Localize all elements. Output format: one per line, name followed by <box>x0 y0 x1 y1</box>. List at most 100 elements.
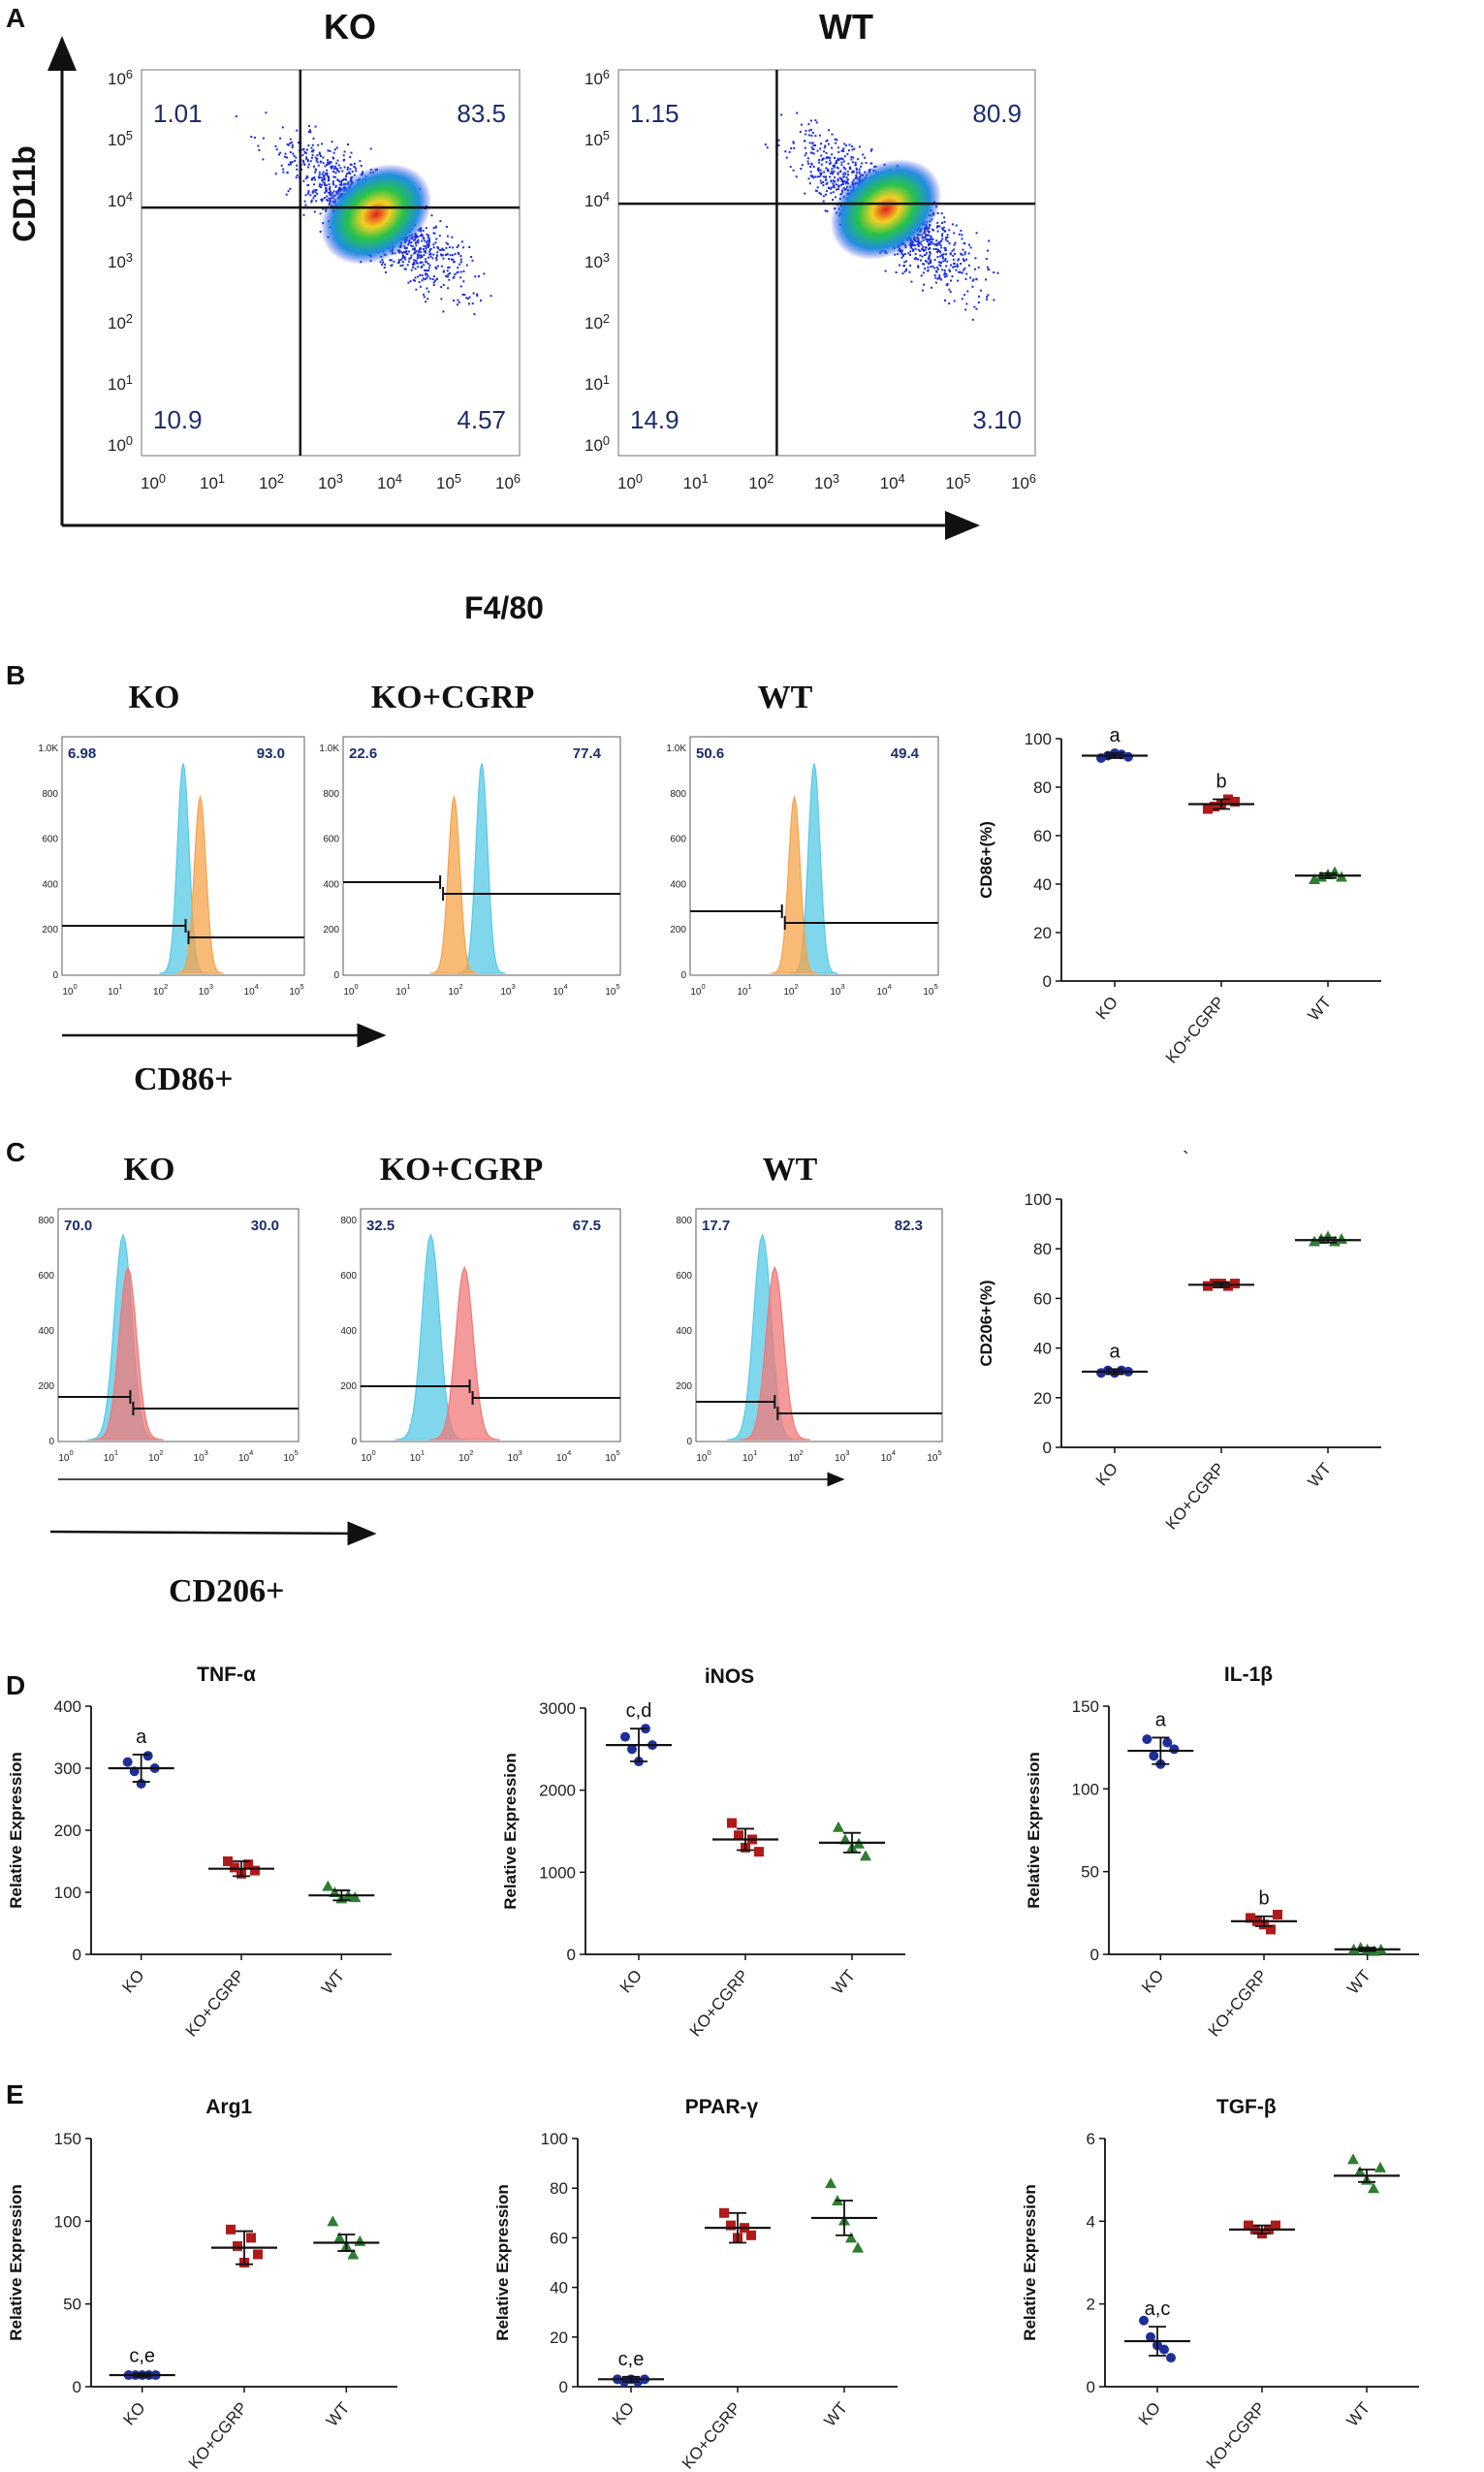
event-dot <box>902 253 904 256</box>
tick-label: 103 <box>814 471 839 492</box>
y-tick-label: 2000 <box>539 1782 576 1800</box>
data-point <box>223 1856 233 1866</box>
event-dot <box>809 166 811 169</box>
tick-label: 101 <box>104 1448 118 1464</box>
event-dot <box>805 129 807 132</box>
event-dot <box>314 168 317 171</box>
data-point <box>1146 2331 1155 2342</box>
event-dot <box>324 178 327 181</box>
data-point <box>1322 1230 1334 1242</box>
histogram-y-tick: 200 <box>676 1381 692 1392</box>
data-point <box>1329 866 1341 877</box>
event-dot <box>922 263 925 266</box>
y-axis-label: Relative Expression <box>7 2184 25 2341</box>
data-point <box>1162 1737 1173 1748</box>
event-dot <box>979 289 982 292</box>
event-dot <box>405 253 408 255</box>
event-dot <box>332 182 334 185</box>
event-dot <box>321 179 324 181</box>
event-dot <box>793 146 796 149</box>
event-dot <box>324 191 327 194</box>
flow-plot-title: WT <box>819 7 873 47</box>
event-dot <box>472 292 475 295</box>
event-dot <box>958 270 961 273</box>
histogram-y-tick: 800 <box>38 1216 54 1226</box>
event-dot <box>928 254 931 257</box>
event-dot <box>319 212 322 215</box>
event-dot <box>996 271 999 274</box>
x-tick-label: KO <box>609 2398 638 2428</box>
histogram-right-percent: 93.0 <box>257 745 285 762</box>
event-dot <box>331 141 333 143</box>
data-point <box>243 1859 253 1870</box>
y-tick-label: 0 <box>1043 972 1052 991</box>
event-dot <box>353 162 356 165</box>
event-dot <box>941 227 944 230</box>
event-dot <box>436 246 439 248</box>
event-dot <box>941 233 944 236</box>
event-dot <box>858 171 861 174</box>
tick-label: 102 <box>783 982 798 998</box>
event-dot <box>852 156 855 159</box>
data-point <box>1142 1734 1152 1745</box>
event-dot <box>963 267 966 269</box>
event-dot <box>324 183 326 186</box>
event-dot <box>930 259 932 262</box>
y-tick-label: 100 <box>54 2212 81 2231</box>
event-dot <box>310 199 313 202</box>
event-dot <box>908 270 911 273</box>
event-dot <box>326 164 328 167</box>
event-dot <box>318 153 321 156</box>
event-dot <box>336 178 339 181</box>
event-dot <box>399 250 402 253</box>
event-dot <box>985 258 988 261</box>
event-dot <box>956 263 959 266</box>
event-dot <box>958 258 961 261</box>
event-dot <box>914 252 917 255</box>
event-dot <box>322 171 325 174</box>
event-dot <box>940 246 943 249</box>
event-dot <box>289 138 292 141</box>
histogram-right-percent: 30.0 <box>251 1218 279 1234</box>
y-tick-label: 0 <box>1087 2378 1095 2396</box>
y-tick-label: 100 <box>1025 730 1052 748</box>
event-dot <box>282 168 285 171</box>
event-dot <box>410 244 412 247</box>
event-dot <box>829 159 832 162</box>
event-dot <box>818 159 821 162</box>
event-dot <box>286 171 289 174</box>
event-dot <box>792 141 795 143</box>
event-dot <box>851 148 854 151</box>
event-dot <box>837 188 839 191</box>
event-dot <box>946 260 949 263</box>
data-point <box>1149 1751 1159 1761</box>
event-dot <box>952 258 955 261</box>
event-dot <box>322 162 325 165</box>
event-dot <box>810 134 813 137</box>
event-dot <box>952 254 955 257</box>
event-dot <box>257 144 260 147</box>
event-dot <box>320 198 323 201</box>
event-dot <box>927 239 930 242</box>
event-dot <box>831 153 834 156</box>
histogram-frame <box>57 1208 300 1442</box>
event-dot <box>922 248 924 251</box>
event-dot <box>825 193 827 196</box>
event-dot <box>434 266 437 269</box>
event-dot <box>955 269 958 271</box>
data-point <box>333 2232 346 2243</box>
event-dot <box>323 175 326 178</box>
event-dot <box>317 143 320 146</box>
event-dot <box>425 245 427 248</box>
event-dot <box>426 269 428 271</box>
event-dot <box>329 194 332 197</box>
event-dot <box>814 144 816 146</box>
event-dot <box>837 172 839 174</box>
event-dot <box>978 295 980 298</box>
data-point <box>230 1862 239 1873</box>
event-dot <box>442 257 445 260</box>
event-dot <box>933 274 936 277</box>
event-dot <box>302 147 305 150</box>
event-dot <box>987 294 990 297</box>
event-dot <box>843 172 846 174</box>
